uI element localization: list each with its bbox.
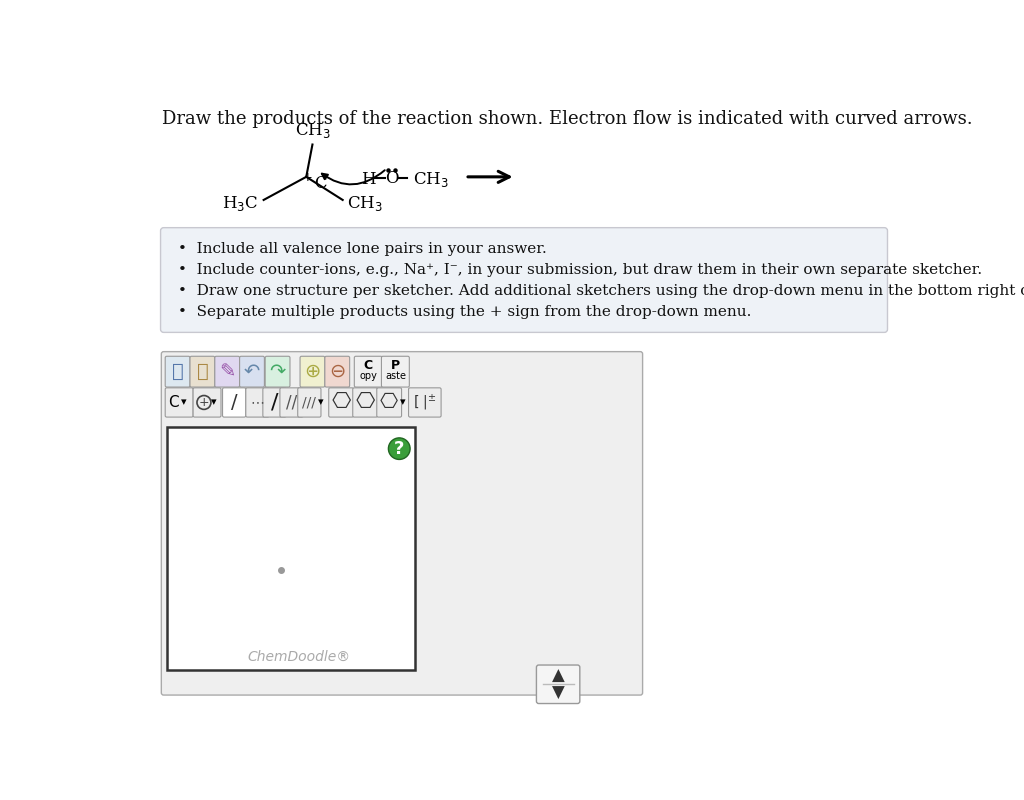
FancyBboxPatch shape — [325, 356, 349, 387]
Text: ✎: ✎ — [219, 362, 236, 381]
Text: P: P — [391, 359, 400, 372]
FancyBboxPatch shape — [263, 388, 286, 417]
Text: opy: opy — [359, 370, 377, 381]
Text: C: C — [364, 359, 373, 372]
Text: O: O — [385, 170, 398, 187]
Text: 📋: 📋 — [197, 362, 208, 381]
Text: ///: /// — [302, 395, 316, 410]
Text: ⋯: ⋯ — [251, 395, 264, 410]
Text: ▾: ▾ — [211, 398, 217, 407]
FancyBboxPatch shape — [240, 356, 264, 387]
Text: //: // — [286, 394, 297, 411]
Text: CH$_3$: CH$_3$ — [295, 121, 331, 140]
FancyBboxPatch shape — [298, 388, 321, 417]
FancyBboxPatch shape — [165, 356, 190, 387]
Text: /: / — [230, 393, 238, 412]
Text: /: / — [270, 393, 279, 413]
FancyBboxPatch shape — [246, 388, 269, 417]
Text: ⎔: ⎔ — [380, 393, 398, 413]
Text: ⊖: ⊖ — [329, 362, 345, 381]
FancyBboxPatch shape — [161, 228, 888, 332]
FancyBboxPatch shape — [354, 356, 382, 387]
Text: H$_3$C: H$_3$C — [222, 194, 258, 213]
Text: ▼: ▼ — [552, 684, 564, 702]
Text: ?: ? — [394, 440, 404, 458]
Text: +: + — [199, 396, 209, 409]
Text: $^+$C: $^+$C — [300, 174, 329, 193]
Text: ↶: ↶ — [244, 362, 260, 381]
FancyBboxPatch shape — [409, 388, 441, 417]
Text: ▾: ▾ — [181, 398, 186, 407]
FancyBboxPatch shape — [377, 388, 401, 417]
Text: C: C — [168, 395, 179, 410]
FancyBboxPatch shape — [215, 356, 240, 387]
Text: aste: aste — [385, 370, 406, 381]
FancyBboxPatch shape — [381, 356, 410, 387]
FancyBboxPatch shape — [537, 665, 580, 703]
FancyBboxPatch shape — [352, 388, 378, 417]
Text: CH$_3$: CH$_3$ — [346, 194, 382, 213]
Text: •  Draw one structure per sketcher. Add additional sketchers using the drop-down: • Draw one structure per sketcher. Add a… — [177, 284, 1024, 298]
Text: Draw the products of the reaction shown. Electron flow is indicated with curved : Draw the products of the reaction shown.… — [162, 110, 973, 128]
Text: ⎔: ⎔ — [355, 393, 375, 413]
FancyBboxPatch shape — [165, 388, 194, 417]
Text: ChemDoodle®: ChemDoodle® — [247, 650, 350, 663]
Text: H: H — [360, 171, 376, 189]
Text: [ |$^{\pm}$: [ |$^{\pm}$ — [413, 392, 436, 413]
FancyBboxPatch shape — [300, 356, 325, 387]
Circle shape — [388, 438, 410, 459]
FancyBboxPatch shape — [194, 388, 221, 417]
Text: CH$_3$: CH$_3$ — [414, 170, 450, 190]
Text: ↷: ↷ — [269, 362, 286, 381]
Text: ▾: ▾ — [318, 398, 324, 407]
Text: ▾: ▾ — [399, 398, 406, 407]
Text: ⎔: ⎔ — [332, 393, 351, 413]
Text: •  Separate multiple products using the + sign from the drop-down menu.: • Separate multiple products using the +… — [177, 305, 751, 318]
FancyBboxPatch shape — [190, 356, 215, 387]
FancyBboxPatch shape — [280, 388, 303, 417]
FancyBboxPatch shape — [329, 388, 353, 417]
FancyBboxPatch shape — [265, 356, 290, 387]
Text: •  Include counter-ions, e.g., Na⁺, I⁻, in your submission, but draw them in the: • Include counter-ions, e.g., Na⁺, I⁻, i… — [177, 263, 982, 277]
Text: ⊕: ⊕ — [304, 362, 321, 381]
Text: •  Include all valence lone pairs in your answer.: • Include all valence lone pairs in your… — [177, 242, 547, 256]
FancyBboxPatch shape — [222, 388, 246, 417]
Text: ✋: ✋ — [172, 362, 183, 381]
Text: ▲: ▲ — [552, 667, 564, 685]
FancyBboxPatch shape — [162, 352, 643, 695]
Bar — [167, 427, 415, 670]
